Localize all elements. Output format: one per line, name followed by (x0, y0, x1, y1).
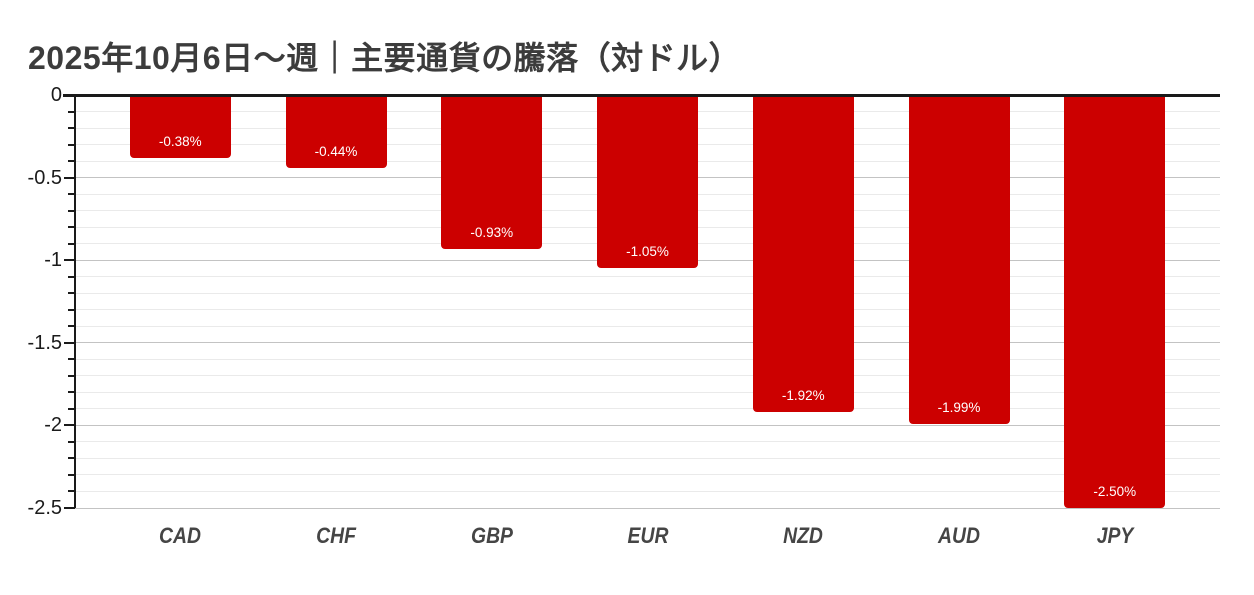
bar-eur[interactable]: -1.05% (597, 95, 698, 269)
x-axis-label-nzd: NZD (783, 523, 824, 548)
y-tick-major (64, 507, 75, 509)
y-tick-minor (68, 457, 75, 460)
bar-jpy[interactable]: -2.50% (1064, 95, 1166, 508)
bar-value-label: -1.92% (781, 388, 825, 404)
x-axis-labels: CAD CHF GBP EUR NZD AUD JPY (75, 522, 1220, 554)
y-tick-major (64, 424, 75, 427)
y-tick-minor (68, 374, 75, 377)
gridline-major (75, 342, 1220, 344)
x-axis-label-cad: CAD (159, 523, 202, 548)
gridline-minor (75, 325, 1220, 327)
y-tick-minor (68, 242, 75, 245)
bar-cad[interactable]: -0.38% (129, 95, 231, 158)
bar-aud[interactable]: -1.99% (908, 95, 1010, 424)
y-tick-minor (68, 292, 75, 295)
y-axis-tick-label: -2.5 (27, 497, 62, 519)
gridline-minor (75, 474, 1220, 476)
chart-title: 2025年10月6日～週｜主要通貨の騰落（対ドル） (28, 40, 742, 77)
x-axis-label-eur: EUR (627, 523, 668, 548)
bar-gbp[interactable]: -0.93% (441, 95, 543, 249)
bar-value-label: -1.99% (937, 399, 981, 415)
gridline-minor (75, 391, 1220, 393)
bar-value-label: -2.50% (1093, 484, 1137, 499)
gridline-minor (75, 441, 1220, 443)
y-tick-minor (68, 127, 75, 130)
bar-value-label: -0.44% (314, 143, 358, 159)
gridline-major (75, 507, 1220, 509)
gridline-major (75, 424, 1220, 426)
y-tick-minor (68, 358, 75, 361)
x-axis-label-jpy: JPY (1096, 523, 1134, 548)
y-axis-tick-label: -2 (44, 414, 62, 437)
zero-baseline (63, 94, 1220, 97)
gridline-minor (75, 457, 1220, 459)
gridline-minor (75, 358, 1220, 360)
y-tick-major (64, 341, 75, 344)
gridline-minor (75, 276, 1220, 278)
gridline-minor (75, 375, 1220, 377)
y-axis-tick-label: -1 (44, 249, 62, 272)
y-tick-minor (68, 391, 75, 394)
x-axis-label-aud: AUD (938, 523, 980, 548)
y-tick-minor (68, 160, 75, 163)
gridline-minor (75, 309, 1220, 311)
y-axis-tick-label: 0 (50, 84, 62, 106)
y-tick-minor (68, 490, 75, 493)
x-axis-label-chf: CHF (316, 523, 356, 548)
y-tick-minor (68, 226, 75, 229)
bar-nzd[interactable]: -1.92% (752, 95, 854, 413)
bar-value-label: -1.05% (626, 244, 669, 260)
y-tick-minor (68, 473, 75, 476)
y-axis-tick-label: -0.5 (27, 166, 62, 189)
bar-chf[interactable]: -0.44% (285, 95, 387, 168)
bar-value-label: -0.38% (158, 133, 202, 149)
y-tick-major (64, 176, 75, 179)
y-axis-line (74, 95, 76, 508)
bar-value-label: -0.93% (470, 224, 514, 240)
y-axis-tick-label: -1.5 (27, 331, 62, 354)
gridline-minor (75, 408, 1220, 410)
y-tick-minor (68, 308, 75, 311)
gridline-minor (75, 292, 1220, 294)
y-tick-minor (68, 440, 75, 443)
y-tick-minor (68, 193, 75, 196)
y-tick-minor (68, 325, 75, 328)
y-axis-tick-labels: 0 -0.5 -1 -1.5 -2 -2.5 (0, 84, 62, 519)
x-axis-label-gbp: GBP (470, 523, 513, 548)
y-tick-major (64, 94, 75, 96)
y-tick-minor (68, 143, 75, 146)
plot-area: -0.38% -0.44% -0.93% -1.05% -1.92% -1.99% -2.5… (63, 94, 1220, 509)
gridline-minor (75, 490, 1220, 492)
y-tick-minor (68, 407, 75, 410)
y-tick-minor (68, 209, 75, 212)
y-tick-minor (68, 110, 75, 113)
y-tick-major (64, 259, 75, 262)
y-tick-minor (68, 275, 75, 278)
